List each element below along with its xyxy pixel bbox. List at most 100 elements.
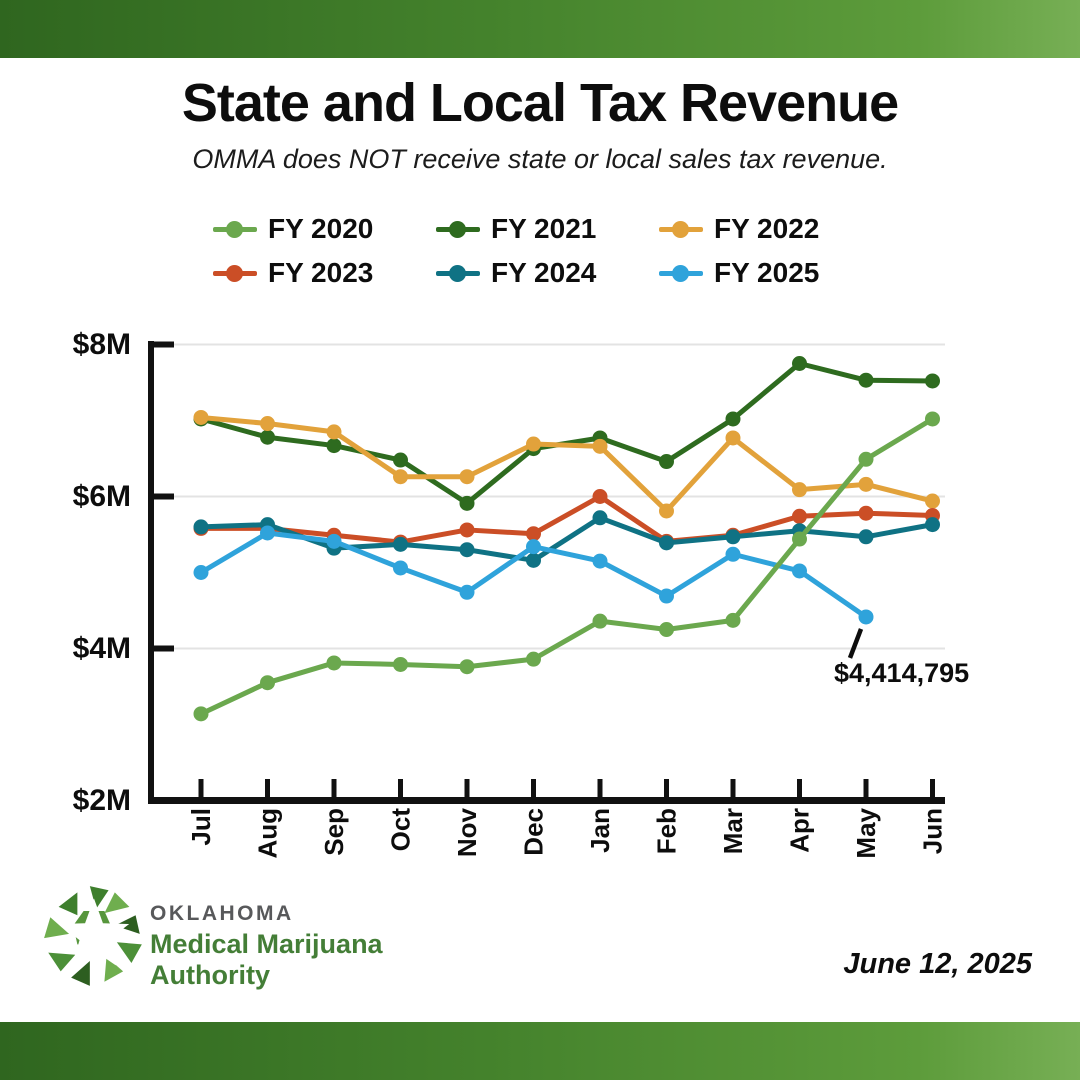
data-point	[592, 489, 608, 504]
data-point	[193, 519, 209, 535]
x-axis-label: May	[851, 807, 881, 858]
series-line-fy2024	[200, 515, 933, 563]
data-point	[659, 454, 674, 470]
logo-text-oklahoma: OKLAHOMA	[150, 902, 294, 925]
data-point	[792, 508, 807, 524]
legend-label: FY 2021	[491, 213, 597, 244]
data-point	[659, 622, 674, 637]
page-subtitle: OMMA does NOT receive state or local sal…	[192, 144, 888, 174]
data-point	[326, 424, 342, 440]
data-point	[858, 372, 874, 388]
x-axis-label: Nov	[452, 807, 482, 857]
data-point	[592, 553, 608, 569]
legend-series-marker-icon	[436, 264, 480, 282]
data-point	[326, 533, 342, 549]
data-point	[193, 565, 209, 580]
data-point	[459, 542, 475, 558]
legend-item: FY 2021	[436, 207, 659, 251]
y-axis-label: $4M	[73, 632, 131, 665]
chart: $2M $4M $6M $8M Jul Aug Sep Oct Nov Dec Jan Feb Mar A…	[0, 328, 1080, 890]
x-axis-label: Apr	[785, 808, 815, 853]
legend-item: FY 2024	[436, 251, 659, 295]
legend-series-marker-icon	[213, 220, 257, 238]
series-line-fy2021	[200, 361, 933, 506]
data-point	[326, 438, 342, 454]
data-point	[393, 560, 408, 576]
series-line-fy2022	[200, 414, 934, 514]
top-green-bar	[0, 0, 1080, 58]
y-axis-label: $2M	[73, 784, 131, 817]
x-axis-label: Feb	[652, 808, 682, 854]
data-point	[592, 613, 608, 629]
y-axis-label: $6M	[73, 480, 131, 513]
data-point	[659, 503, 674, 519]
logo-text: OKLAHOMA Medical Marijuana Authority	[150, 903, 383, 989]
data-point	[260, 429, 275, 445]
report-date: June 12, 2025	[843, 948, 1032, 980]
legend-series-marker-icon	[659, 264, 703, 282]
data-point	[193, 409, 209, 425]
data-point	[858, 529, 874, 545]
data-point	[792, 482, 807, 498]
annotation-label: $4,414,795	[834, 658, 969, 688]
data-point	[725, 430, 741, 446]
annotation-callout-line	[847, 628, 864, 659]
x-axis-label: Sep	[319, 808, 349, 856]
data-point	[925, 493, 940, 509]
legend-label: FY 2025	[714, 257, 820, 288]
data-point	[792, 563, 807, 579]
data-point	[925, 373, 940, 389]
data-point	[526, 539, 541, 555]
logo-text-medical-marijuana: Medical Marijuana	[150, 929, 383, 959]
x-axis-label: Oct	[386, 808, 416, 852]
data-point	[858, 476, 874, 492]
data-point	[858, 451, 874, 467]
line-chart-svg: $2M $4M $6M $8M Jul Aug Sep Oct Nov Dec Jan Feb Mar A…	[73, 328, 970, 859]
logo-text-authority: Authority	[150, 960, 270, 990]
data-point	[659, 588, 674, 604]
data-point	[725, 546, 741, 562]
data-point	[459, 584, 475, 600]
data-point	[925, 517, 940, 533]
legend-item: FY 2022	[659, 207, 882, 251]
data-point	[592, 438, 608, 454]
data-point	[858, 609, 874, 625]
data-point	[393, 536, 408, 552]
data-point	[459, 469, 475, 485]
data-point	[526, 651, 541, 667]
data-point	[459, 495, 475, 511]
page-title: State and Local Tax Revenue	[181, 73, 899, 133]
legend-item: FY 2025	[659, 251, 882, 295]
x-axis-label: Dec	[519, 808, 549, 856]
data-point	[725, 411, 741, 427]
legend-series-marker-icon	[436, 220, 480, 238]
data-point	[459, 522, 475, 538]
data-point	[393, 656, 408, 672]
legend-label: FY 2022	[714, 213, 820, 244]
data-point	[858, 505, 874, 521]
data-point	[260, 525, 275, 541]
legend-label: FY 2020	[268, 213, 374, 244]
data-point	[526, 552, 541, 568]
data-point	[592, 510, 608, 526]
data-point	[193, 706, 209, 722]
series-line-fy2023	[201, 494, 933, 545]
data-point	[925, 411, 940, 427]
data-point	[725, 612, 741, 628]
y-axis-label: $8M	[73, 330, 131, 361]
x-axis-label: Jun	[918, 808, 948, 854]
legend: FY 2020 FY 2021 FY 2022 FY 2023 FY 2024 FY 20…	[213, 207, 882, 295]
legend-series-marker-icon	[213, 264, 257, 282]
bottom-green-bar	[0, 1022, 1080, 1080]
x-axis-label: Mar	[718, 808, 748, 854]
data-point	[326, 655, 342, 671]
data-point	[526, 526, 541, 542]
data-point	[260, 416, 275, 432]
x-axis-label: Jan	[585, 808, 615, 853]
legend-series-marker-icon	[659, 220, 703, 238]
data-point	[792, 356, 807, 371]
data-point	[725, 529, 741, 545]
data-point	[659, 535, 674, 551]
legend-label: FY 2024	[491, 257, 597, 288]
data-point	[260, 675, 275, 691]
